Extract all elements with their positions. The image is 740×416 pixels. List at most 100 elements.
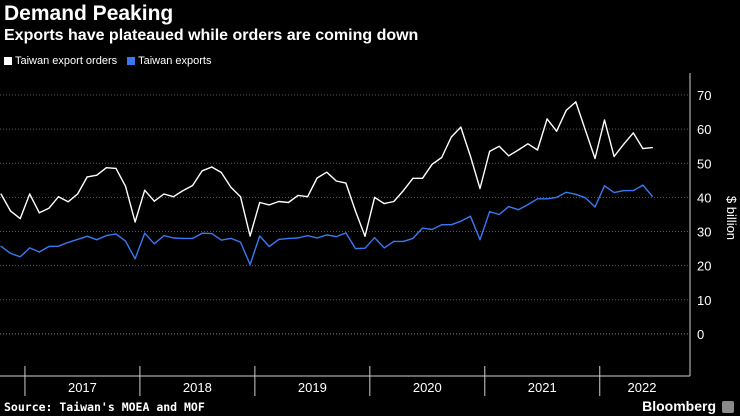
series-line-export-orders <box>0 101 653 238</box>
data-point-exports <box>326 234 328 236</box>
data-point-orders <box>48 207 50 209</box>
data-point-exports <box>374 237 376 239</box>
data-point-orders <box>259 201 261 204</box>
data-point-orders <box>10 210 12 212</box>
legend: Taiwan export orders Taiwan exports <box>4 55 211 67</box>
data-point-exports <box>527 204 529 206</box>
data-point-orders <box>220 171 222 174</box>
data-point-exports <box>163 235 165 237</box>
data-point-exports <box>38 251 40 253</box>
data-point-orders <box>96 174 98 176</box>
data-point-exports <box>316 237 318 239</box>
data-point-orders <box>594 157 596 160</box>
data-point-orders <box>431 163 433 165</box>
data-point-orders <box>623 143 625 145</box>
data-point-orders <box>105 167 107 169</box>
data-point-orders <box>211 166 213 168</box>
data-point-exports <box>134 258 136 260</box>
data-point-exports <box>431 228 433 231</box>
data-point-orders <box>489 150 491 152</box>
data-point-orders <box>441 156 443 159</box>
data-point-orders <box>29 193 31 195</box>
data-point-exports <box>450 224 452 226</box>
data-point-orders <box>498 145 500 147</box>
data-point-exports <box>239 241 242 243</box>
data-point-exports <box>201 232 203 234</box>
source-note: Source: Taiwan's MOEA and MOF <box>4 400 205 414</box>
data-point-exports <box>469 215 471 217</box>
data-point-orders <box>153 200 155 202</box>
data-point-orders <box>536 149 539 151</box>
legend-item-exports: Taiwan exports <box>127 55 211 67</box>
data-point-exports <box>632 190 634 192</box>
data-point-exports <box>144 232 146 234</box>
data-point-orders <box>172 196 174 198</box>
data-point-exports <box>96 239 98 241</box>
data-point-orders <box>402 190 404 192</box>
data-point-orders <box>67 201 69 203</box>
data-point-orders <box>77 193 79 195</box>
y-tick-label: 40 <box>697 190 711 205</box>
data-point-exports <box>345 232 347 234</box>
data-point-orders <box>192 184 194 187</box>
data-point-exports <box>498 213 500 216</box>
data-point-orders <box>239 196 242 198</box>
y-tick-label: 50 <box>697 156 711 171</box>
data-point-orders <box>230 186 232 188</box>
data-point-orders <box>469 155 471 157</box>
data-point-orders <box>651 147 654 149</box>
data-point-exports <box>335 236 337 238</box>
data-point-orders <box>527 143 529 145</box>
data-point-orders <box>38 212 40 214</box>
data-point-exports <box>48 245 50 248</box>
data-point-orders <box>163 193 165 195</box>
data-point-exports <box>86 235 88 237</box>
data-point-exports <box>642 184 644 186</box>
data-point-orders <box>421 177 424 179</box>
data-point-exports <box>268 245 270 248</box>
data-point-orders <box>603 119 606 121</box>
data-point-exports <box>57 245 60 247</box>
x-tick-label: 2019 <box>298 380 327 395</box>
data-point-exports <box>613 192 615 194</box>
data-point-exports <box>192 237 194 239</box>
data-point-orders <box>412 177 414 179</box>
data-point-orders <box>556 130 558 132</box>
data-point-exports <box>536 198 539 200</box>
data-point-orders <box>316 177 318 179</box>
data-point-exports <box>354 248 357 250</box>
data-point-orders <box>565 109 567 111</box>
data-point-orders <box>124 185 127 187</box>
data-point-exports <box>565 191 567 193</box>
data-point-exports <box>182 237 184 239</box>
data-point-exports <box>67 241 69 243</box>
data-point-exports <box>584 197 587 199</box>
data-point-exports <box>412 237 414 239</box>
data-point-exports <box>556 196 558 198</box>
legend-item-orders: Taiwan export orders <box>4 55 117 67</box>
data-point-exports <box>402 240 404 242</box>
data-point-exports <box>278 238 280 240</box>
data-point-orders <box>115 167 117 169</box>
bloomberg-icon <box>722 401 734 413</box>
data-point-orders <box>297 194 299 196</box>
y-tick-label: 10 <box>697 293 711 308</box>
data-point-exports <box>115 233 117 235</box>
bloomberg-logo: Bloomberg <box>642 398 716 414</box>
data-point-orders <box>201 170 203 172</box>
x-tick-label: 2017 <box>68 380 97 395</box>
data-point-exports <box>546 198 548 200</box>
data-point-exports <box>77 238 79 240</box>
legend-label-exports: Taiwan exports <box>138 55 212 67</box>
data-point-orders <box>354 210 357 212</box>
x-tick-label: 2022 <box>628 380 657 395</box>
data-point-exports <box>393 240 395 242</box>
y-tick-label: 0 <box>697 327 704 342</box>
data-point-orders <box>287 201 289 204</box>
data-point-orders <box>508 155 510 157</box>
data-point-exports <box>623 190 625 192</box>
data-point-orders <box>57 196 60 198</box>
data-point-exports <box>172 237 174 239</box>
data-point-exports <box>460 220 462 222</box>
